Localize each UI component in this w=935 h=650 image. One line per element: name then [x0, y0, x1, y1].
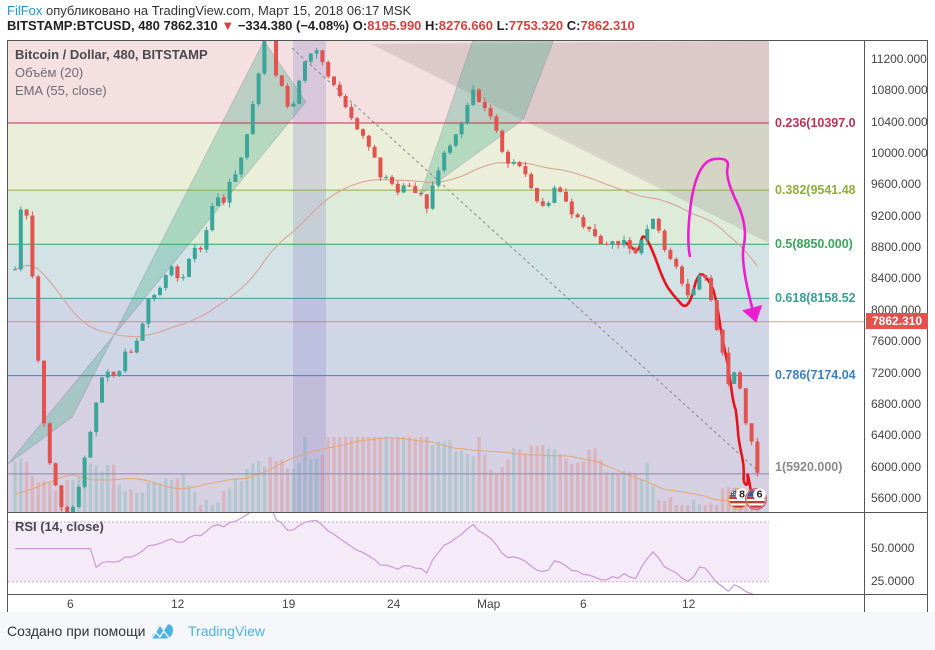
svg-text:6: 6	[757, 489, 763, 501]
svg-text:8: 8	[739, 489, 745, 501]
